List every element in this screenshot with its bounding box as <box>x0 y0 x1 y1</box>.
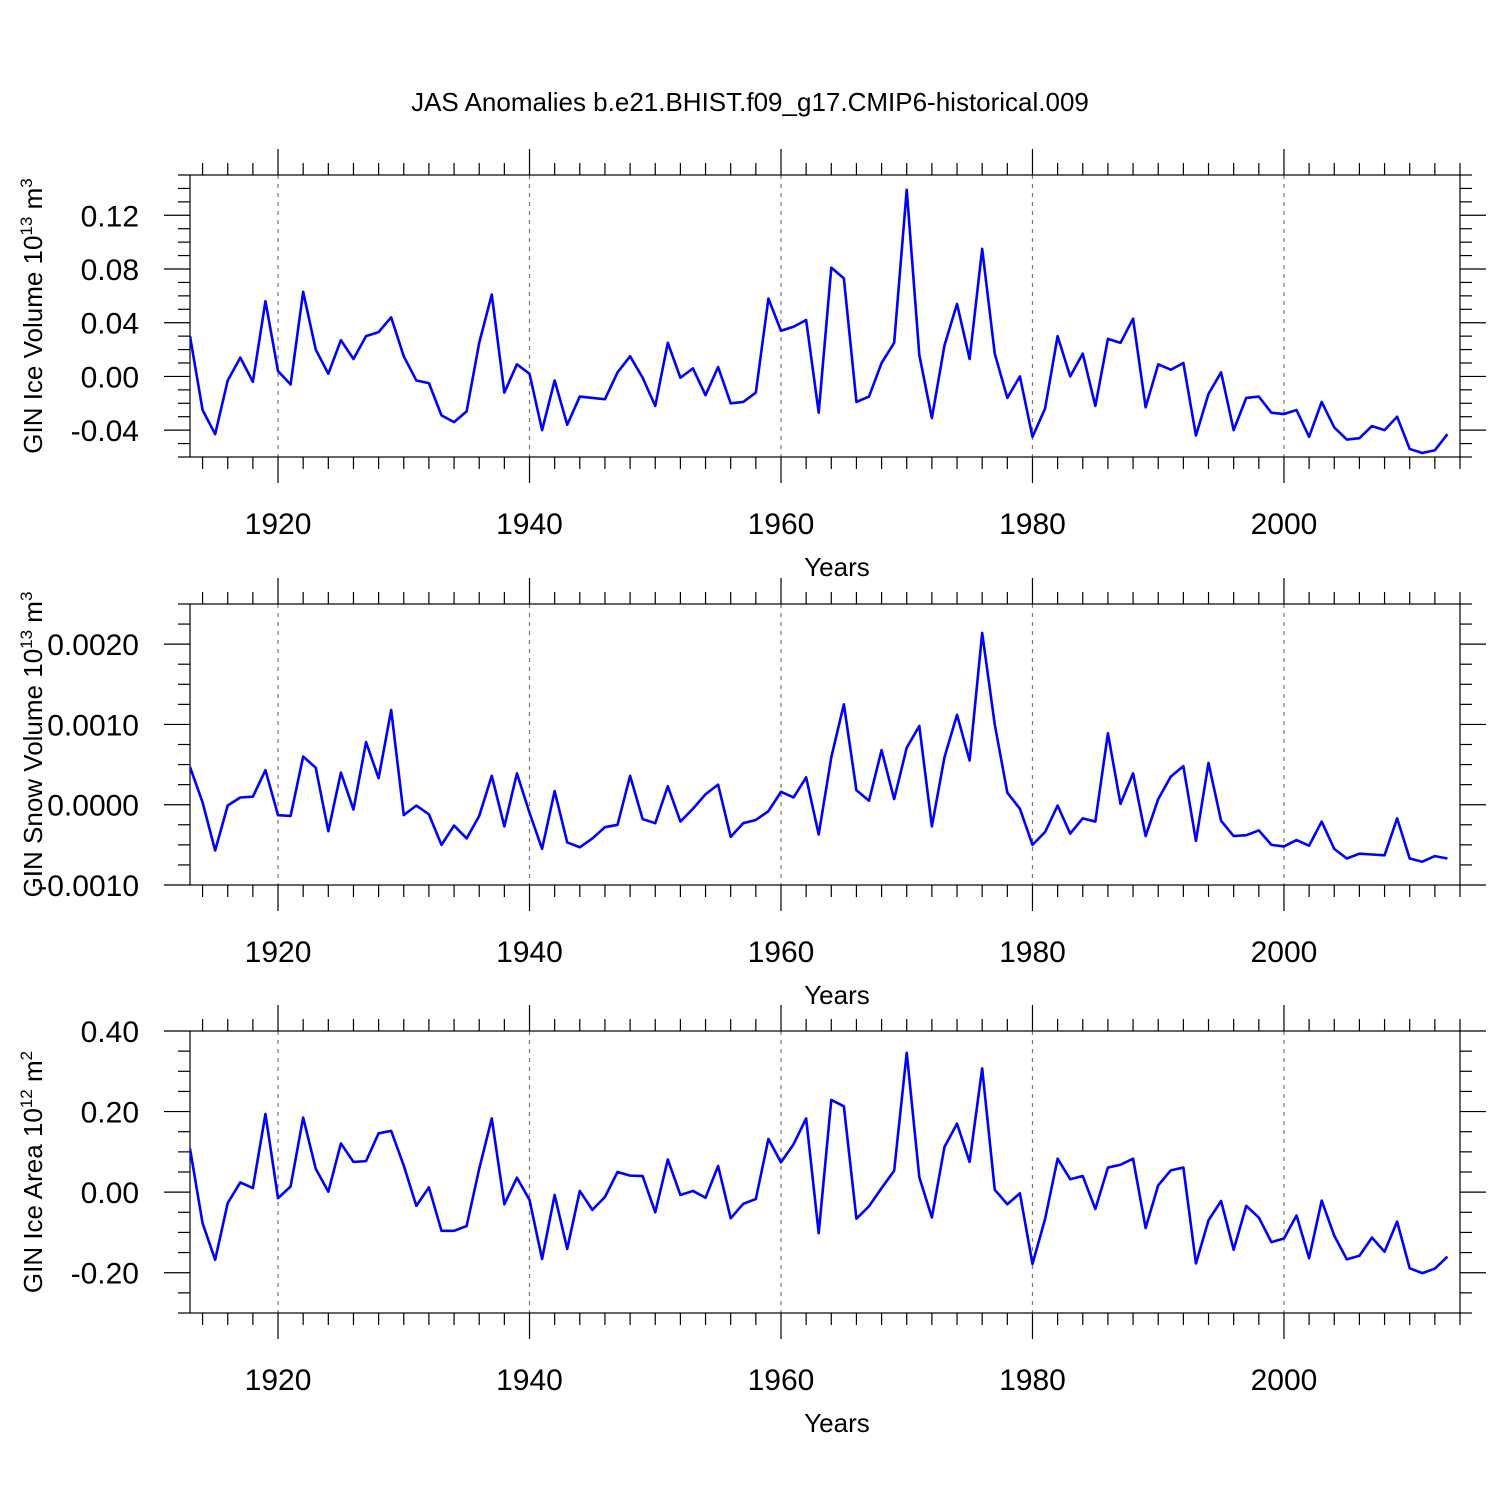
ice-area-y-tick-label: 0.00 <box>81 1177 139 1210</box>
ice-area-y-tick-label: 0.20 <box>81 1097 139 1130</box>
panel-snow-volume: 1920 1940 1960 1980 2000 Years -0.0010 0.0000 0.… <box>17 578 1486 1010</box>
ice-area-x-axis-label: Years <box>804 1408 870 1438</box>
ice-area-series-line <box>190 1051 1449 1275</box>
ice-volume-y-tick-label: 0.08 <box>81 254 139 287</box>
panel-ice-area: 1920 1940 1960 1980 2000 Years -0.20 0.00 0.20 0.… <box>17 1005 1486 1438</box>
snow-volume-y-tick-label: 0.0020 <box>47 629 139 662</box>
ice-volume-y-tick-label: -0.04 <box>71 415 139 448</box>
snow-volume-x-tick-label: 1940 <box>496 936 563 969</box>
ice-volume-x-tick-label: 1940 <box>496 508 563 541</box>
ice-volume-x-tick-label: 1960 <box>748 508 815 541</box>
ice-volume-plot-frame <box>189 174 1461 458</box>
ice-volume-x-tick-label: 1980 <box>999 508 1066 541</box>
snow-volume-y-tick-label: 0.0010 <box>47 709 139 742</box>
ice-volume-y-tick-label: 0.00 <box>81 361 139 394</box>
ice-area-x-tick-label: 2000 <box>1251 1364 1318 1397</box>
snow-volume-x-tick-label: 1980 <box>999 936 1066 969</box>
snow-volume-y-axis-label: GIN Snow Volume 1013 m3 <box>17 592 48 898</box>
snow-volume-x-tick-label: 1920 <box>245 936 312 969</box>
ice-area-y-axis-label: GIN Ice Area 1012 m2 <box>17 1051 48 1293</box>
ice-volume-x-tick-label: 1920 <box>245 508 312 541</box>
ice-volume-series-line <box>190 188 1449 455</box>
snow-volume-x-tick-label: 2000 <box>1251 936 1318 969</box>
ice-area-y-tick-label: -0.20 <box>71 1258 139 1291</box>
ice-volume-y-tick-label: 0.04 <box>81 308 139 341</box>
ice-volume-x-axis-label: Years <box>804 552 870 582</box>
ice-area-x-tick-label: 1940 <box>496 1364 563 1397</box>
snow-volume-y-tick-label: -0.0010 <box>37 870 139 903</box>
snow-volume-y-tick-label: 0.0000 <box>47 790 139 823</box>
snow-volume-x-tick-label: 1960 <box>748 936 815 969</box>
snow-volume-x-axis-label: Years <box>804 980 870 1010</box>
ice-area-x-tick-label: 1980 <box>999 1364 1066 1397</box>
ice-volume-x-tick-label: 2000 <box>1251 508 1318 541</box>
ice-area-x-tick-label: 1920 <box>245 1364 312 1397</box>
snow-volume-series-line <box>190 631 1448 864</box>
ice-area-x-tick-label: 1960 <box>748 1364 815 1397</box>
ice-volume-y-tick-label: 0.12 <box>81 200 139 233</box>
figure-title: JAS Anomalies b.e21.BHIST.f09_g17.CMIP6-… <box>411 87 1089 117</box>
panel-ice-volume: 1920 1940 1960 1980 2000 Years -0.04 0.00 0.04 0.… <box>17 149 1486 582</box>
ice-volume-y-axis-label: GIN Ice Volume 1013 m3 <box>17 178 48 454</box>
ice-area-y-tick-label: 0.40 <box>81 1016 139 1049</box>
